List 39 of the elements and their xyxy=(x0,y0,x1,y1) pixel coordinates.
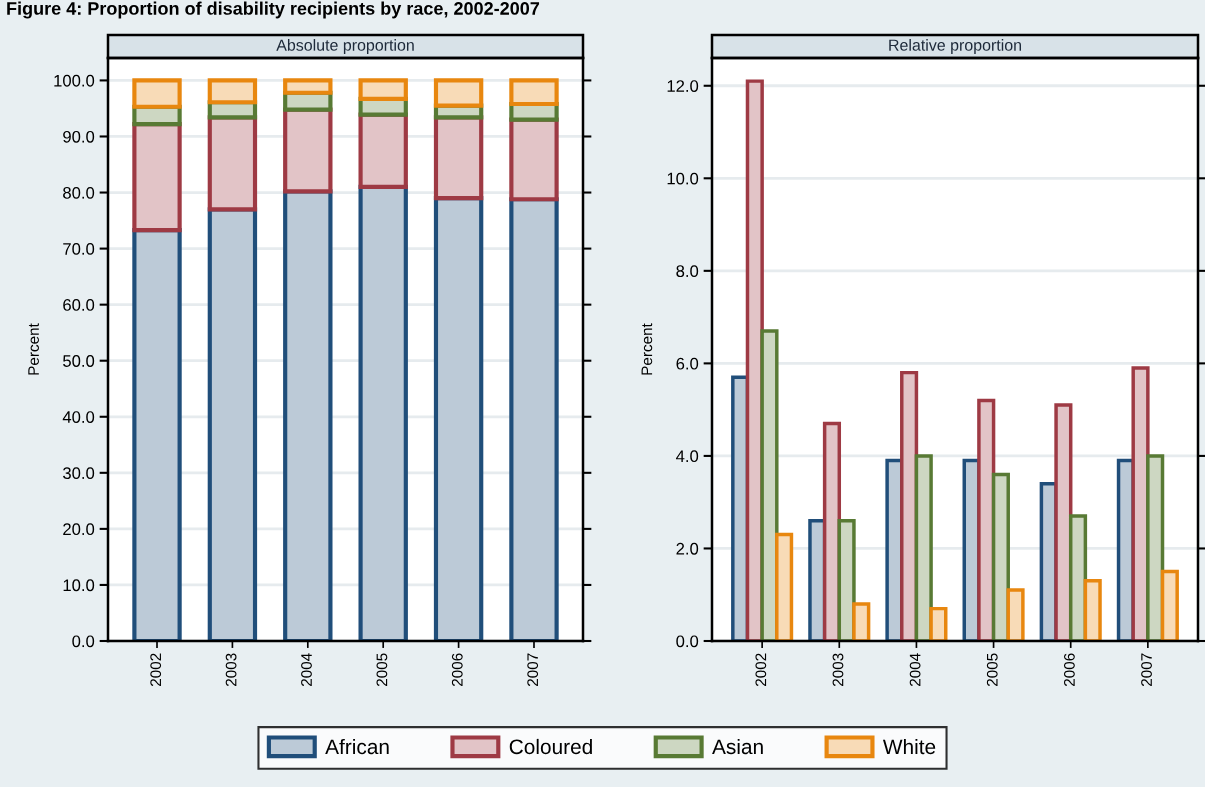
y-tick-label: 2.0 xyxy=(676,542,699,555)
y-tick-label: 10.0 xyxy=(63,579,95,592)
chart-subtitle: Absolute proportion xyxy=(276,39,414,54)
x-tick-label: 2003 xyxy=(832,653,844,687)
y-tick-label: 10.0 xyxy=(667,172,699,185)
y-axis-title: Percent xyxy=(641,323,653,375)
y-tick-label: 60.0 xyxy=(63,299,95,311)
y-tick-label: 50.0 xyxy=(63,355,95,367)
legend-label: Asian xyxy=(712,738,763,755)
y-tick-label: 6.0 xyxy=(676,357,699,370)
y-tick-label: 8.0 xyxy=(676,265,699,278)
y-tick-label: 0.0 xyxy=(676,635,699,648)
chart-title: Figure 4: Proportion of disability recipients by race, 2002-2007 xyxy=(7,1,540,19)
x-tick-label: 2004 xyxy=(909,653,921,687)
y-tick-label: 90.0 xyxy=(63,130,95,143)
x-tick-label: 2004 xyxy=(301,653,312,687)
x-tick-label: 2005 xyxy=(986,653,998,687)
x-tick-label: 2002 xyxy=(150,653,162,687)
y-tick-label: 0.0 xyxy=(72,635,95,648)
y-tick-label: 12.0 xyxy=(667,80,699,92)
x-tick-label: 2007 xyxy=(527,653,539,687)
x-tick-label: 2007 xyxy=(1141,653,1152,687)
y-tick-label: 4.0 xyxy=(676,450,699,463)
y-tick-label: 40.0 xyxy=(62,411,95,423)
y-tick-label: 80.0 xyxy=(63,186,95,199)
y-axis-title: Percent xyxy=(28,323,39,375)
chart-subtitle: Relative proportion xyxy=(889,39,1021,54)
y-tick-label: 100.0 xyxy=(54,74,95,87)
y-tick-label: 20.0 xyxy=(63,523,95,536)
x-tick-label: 2006 xyxy=(451,653,463,687)
x-tick-label: 2003 xyxy=(225,653,237,687)
y-tick-label: 70.0 xyxy=(63,243,95,255)
legend-label: Coloured xyxy=(509,738,592,755)
y-tick-label: 30.0 xyxy=(63,467,95,480)
legend-label: White xyxy=(882,738,936,755)
x-tick-label: 2006 xyxy=(1064,653,1075,687)
legend-label: African xyxy=(325,738,389,755)
x-tick-label: 2005 xyxy=(376,653,388,687)
x-tick-label: 2002 xyxy=(755,653,767,687)
